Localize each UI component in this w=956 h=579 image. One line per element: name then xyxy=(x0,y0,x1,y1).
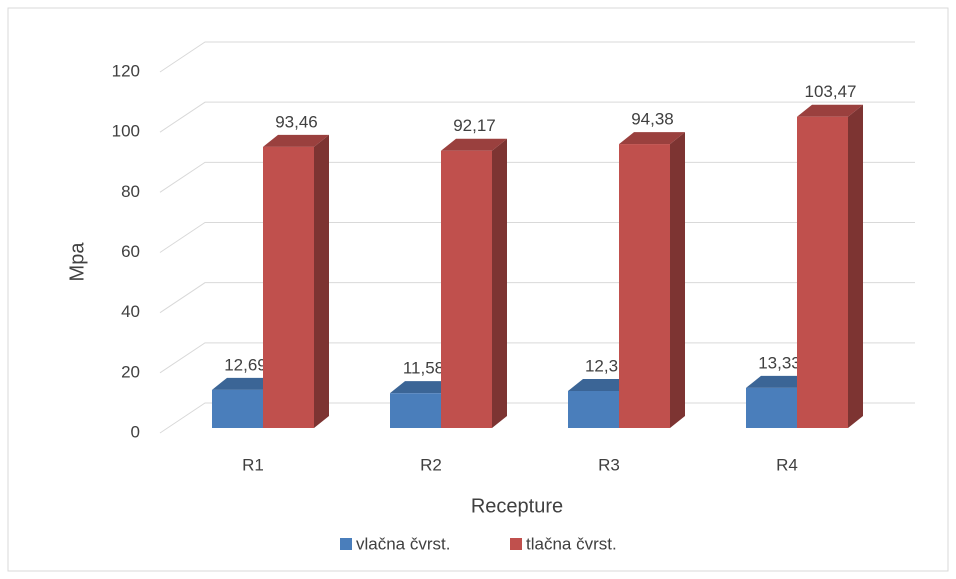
bar-top xyxy=(619,132,685,145)
bar-side xyxy=(670,132,685,429)
bar-front xyxy=(568,390,619,428)
data-label: 94,38 xyxy=(631,110,674,129)
grid-line xyxy=(159,101,915,133)
bar xyxy=(441,138,507,428)
x-tick-label: R2 xyxy=(420,455,442,474)
bar xyxy=(619,132,685,429)
bar-side xyxy=(314,134,329,428)
y-tick-label: 60 xyxy=(121,242,140,261)
legend-swatch xyxy=(340,538,352,550)
y-tick-label: 20 xyxy=(121,362,140,381)
bar-front xyxy=(619,144,670,429)
y-tick-label: 120 xyxy=(112,61,140,80)
data-label: 12,3 xyxy=(585,356,618,375)
data-label: 103,47 xyxy=(805,82,857,101)
y-tick-label: 80 xyxy=(121,182,140,201)
data-label: 92,17 xyxy=(453,116,496,135)
x-axis-title: Recepture xyxy=(471,495,563,517)
bar-side xyxy=(848,104,863,428)
bar-front xyxy=(263,146,314,428)
bar xyxy=(263,134,329,428)
bar xyxy=(797,104,863,428)
y-tick-label: 40 xyxy=(121,302,140,321)
bar-front xyxy=(390,393,441,428)
legend-label: vlačna čvrst. xyxy=(356,534,450,553)
data-label: 13,33 xyxy=(758,353,801,372)
x-tick-label: R1 xyxy=(242,455,264,474)
bar-top xyxy=(568,378,634,391)
bar-front xyxy=(212,389,263,428)
bar-top xyxy=(441,138,507,151)
bar-front xyxy=(746,387,797,428)
bar-top xyxy=(746,375,812,388)
bar-top xyxy=(797,104,863,117)
bar-top xyxy=(263,134,329,147)
x-tick-label: R4 xyxy=(776,455,798,474)
bar-front xyxy=(441,150,492,428)
bar-top xyxy=(212,377,278,390)
y-tick-label: 100 xyxy=(112,122,140,141)
data-label: 12,69 xyxy=(224,355,267,374)
bar-top xyxy=(390,381,456,394)
bar-front xyxy=(797,116,848,428)
y-tick-label: 0 xyxy=(131,422,140,441)
x-tick-label: R3 xyxy=(598,455,620,474)
legend-label: tlačna čvrst. xyxy=(526,534,617,553)
data-label: 11,58 xyxy=(403,359,444,378)
grid-line xyxy=(159,41,915,73)
data-label: 93,46 xyxy=(275,112,318,131)
bar-side xyxy=(492,138,507,428)
y-axis-title: Mpa xyxy=(66,242,88,282)
legend-swatch xyxy=(510,538,522,550)
